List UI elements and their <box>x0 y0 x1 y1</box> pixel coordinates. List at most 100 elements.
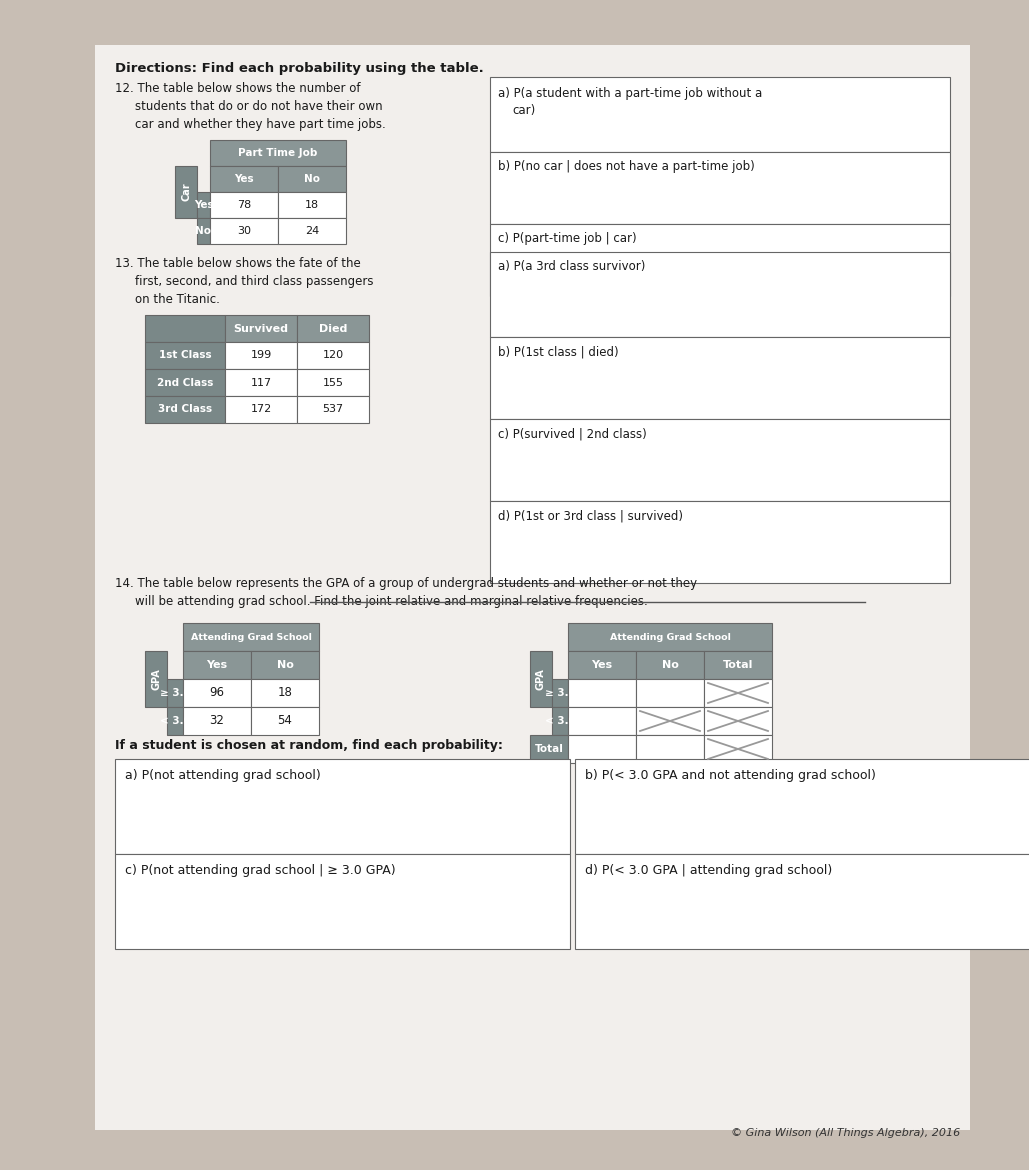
Text: 199: 199 <box>250 351 272 360</box>
Text: 172: 172 <box>250 405 272 414</box>
Bar <box>490 77 950 152</box>
Text: 13. The table below shows the fate of the: 13. The table below shows the fate of th… <box>115 257 361 270</box>
Bar <box>225 395 297 424</box>
Text: a) P(not attending grad school): a) P(not attending grad school) <box>125 769 321 782</box>
Text: car and whether they have part time jobs.: car and whether they have part time jobs… <box>135 118 386 131</box>
Bar <box>552 707 568 735</box>
Text: c) P(not attending grad school | ≥ 3.0 GPA): c) P(not attending grad school | ≥ 3.0 G… <box>125 863 395 878</box>
Text: Survived: Survived <box>234 323 288 333</box>
Bar <box>251 707 319 735</box>
Text: No: No <box>304 174 320 184</box>
Bar <box>210 166 278 192</box>
Bar <box>115 854 570 949</box>
Bar <box>704 651 772 679</box>
Bar <box>145 342 225 369</box>
Text: < 3.0: < 3.0 <box>159 716 190 727</box>
Bar <box>568 735 636 763</box>
Text: No: No <box>277 660 293 670</box>
Bar <box>297 395 369 424</box>
Bar <box>568 622 772 651</box>
Bar <box>490 337 950 419</box>
Text: Yes: Yes <box>193 200 213 209</box>
Bar <box>183 679 251 707</box>
Text: a) P(a 3rd class survivor): a) P(a 3rd class survivor) <box>498 260 645 273</box>
Text: 32: 32 <box>210 715 224 728</box>
Bar <box>568 679 636 707</box>
Bar <box>225 315 297 342</box>
Text: a) P(a student with a part-time job without a: a) P(a student with a part-time job with… <box>498 87 762 99</box>
Text: students that do or do not have their own: students that do or do not have their ow… <box>135 99 383 113</box>
Bar <box>278 218 346 245</box>
Bar <box>197 218 210 245</box>
Bar <box>490 252 950 337</box>
Bar <box>278 192 346 218</box>
Text: 3rd Class: 3rd Class <box>157 405 212 414</box>
Text: ≥ 3.0: ≥ 3.0 <box>159 688 190 698</box>
Text: GPA: GPA <box>151 668 161 690</box>
Text: Total: Total <box>722 660 753 670</box>
Text: 18: 18 <box>278 687 292 700</box>
Bar <box>167 707 183 735</box>
Bar <box>704 679 772 707</box>
Bar <box>225 369 297 395</box>
Text: Car: Car <box>181 183 191 201</box>
Bar <box>115 759 570 854</box>
Text: b) P(no car | does not have a part-time job): b) P(no car | does not have a part-time … <box>498 160 754 173</box>
Text: If a student is chosen at random, find each probability:: If a student is chosen at random, find e… <box>115 739 503 752</box>
Bar <box>251 679 319 707</box>
Bar <box>575 759 1029 854</box>
Bar <box>704 735 772 763</box>
Text: < 3.0: < 3.0 <box>544 716 575 727</box>
Bar <box>490 152 950 223</box>
Text: on the Titanic.: on the Titanic. <box>135 292 220 307</box>
Bar <box>145 369 225 395</box>
Text: b) P(1st class | died): b) P(1st class | died) <box>498 345 618 358</box>
Bar <box>210 192 278 218</box>
Text: No: No <box>662 660 678 670</box>
Text: Yes: Yes <box>592 660 612 670</box>
Text: d) P(1st or 3rd class | survived): d) P(1st or 3rd class | survived) <box>498 509 683 522</box>
Text: © Gina Wilson (All Things Algebra), 2016: © Gina Wilson (All Things Algebra), 2016 <box>731 1128 960 1138</box>
Text: 30: 30 <box>237 226 251 236</box>
Bar <box>197 192 210 218</box>
Text: 18: 18 <box>305 200 319 209</box>
Text: Died: Died <box>319 323 347 333</box>
Text: Yes: Yes <box>235 174 254 184</box>
Text: 1st Class: 1st Class <box>158 351 211 360</box>
Bar <box>225 342 297 369</box>
Bar <box>95 44 970 1130</box>
Bar <box>145 315 225 342</box>
Text: Directions: Find each probability using the table.: Directions: Find each probability using … <box>115 62 484 75</box>
Bar <box>297 369 369 395</box>
Text: 14. The table below represents the GPA of a group of undergrad students and whet: 14. The table below represents the GPA o… <box>115 577 697 590</box>
Text: ≥ 3.0: ≥ 3.0 <box>544 688 575 698</box>
Text: 12. The table below shows the number of: 12. The table below shows the number of <box>115 82 360 95</box>
Text: will be attending grad school. Find the joint relative and marginal relative fre: will be attending grad school. Find the … <box>135 596 647 608</box>
Bar <box>175 166 197 218</box>
Bar <box>297 315 369 342</box>
Bar <box>183 622 319 651</box>
Bar <box>575 854 1029 949</box>
Bar <box>530 651 552 707</box>
Text: GPA: GPA <box>536 668 546 690</box>
Bar <box>297 342 369 369</box>
Bar <box>530 735 568 763</box>
Bar <box>278 166 346 192</box>
Text: No: No <box>196 226 212 236</box>
Text: 78: 78 <box>237 200 251 209</box>
Bar <box>145 651 167 707</box>
Bar <box>704 707 772 735</box>
Bar <box>251 651 319 679</box>
Text: Yes: Yes <box>207 660 227 670</box>
Text: 155: 155 <box>322 378 344 387</box>
Text: Attending Grad School: Attending Grad School <box>190 633 312 641</box>
Bar <box>636 707 704 735</box>
Bar <box>636 651 704 679</box>
Text: 120: 120 <box>322 351 344 360</box>
Bar <box>210 140 346 166</box>
Bar <box>636 735 704 763</box>
Text: Part Time Job: Part Time Job <box>239 147 318 158</box>
Bar <box>183 707 251 735</box>
Bar <box>145 395 225 424</box>
Bar <box>490 419 950 501</box>
